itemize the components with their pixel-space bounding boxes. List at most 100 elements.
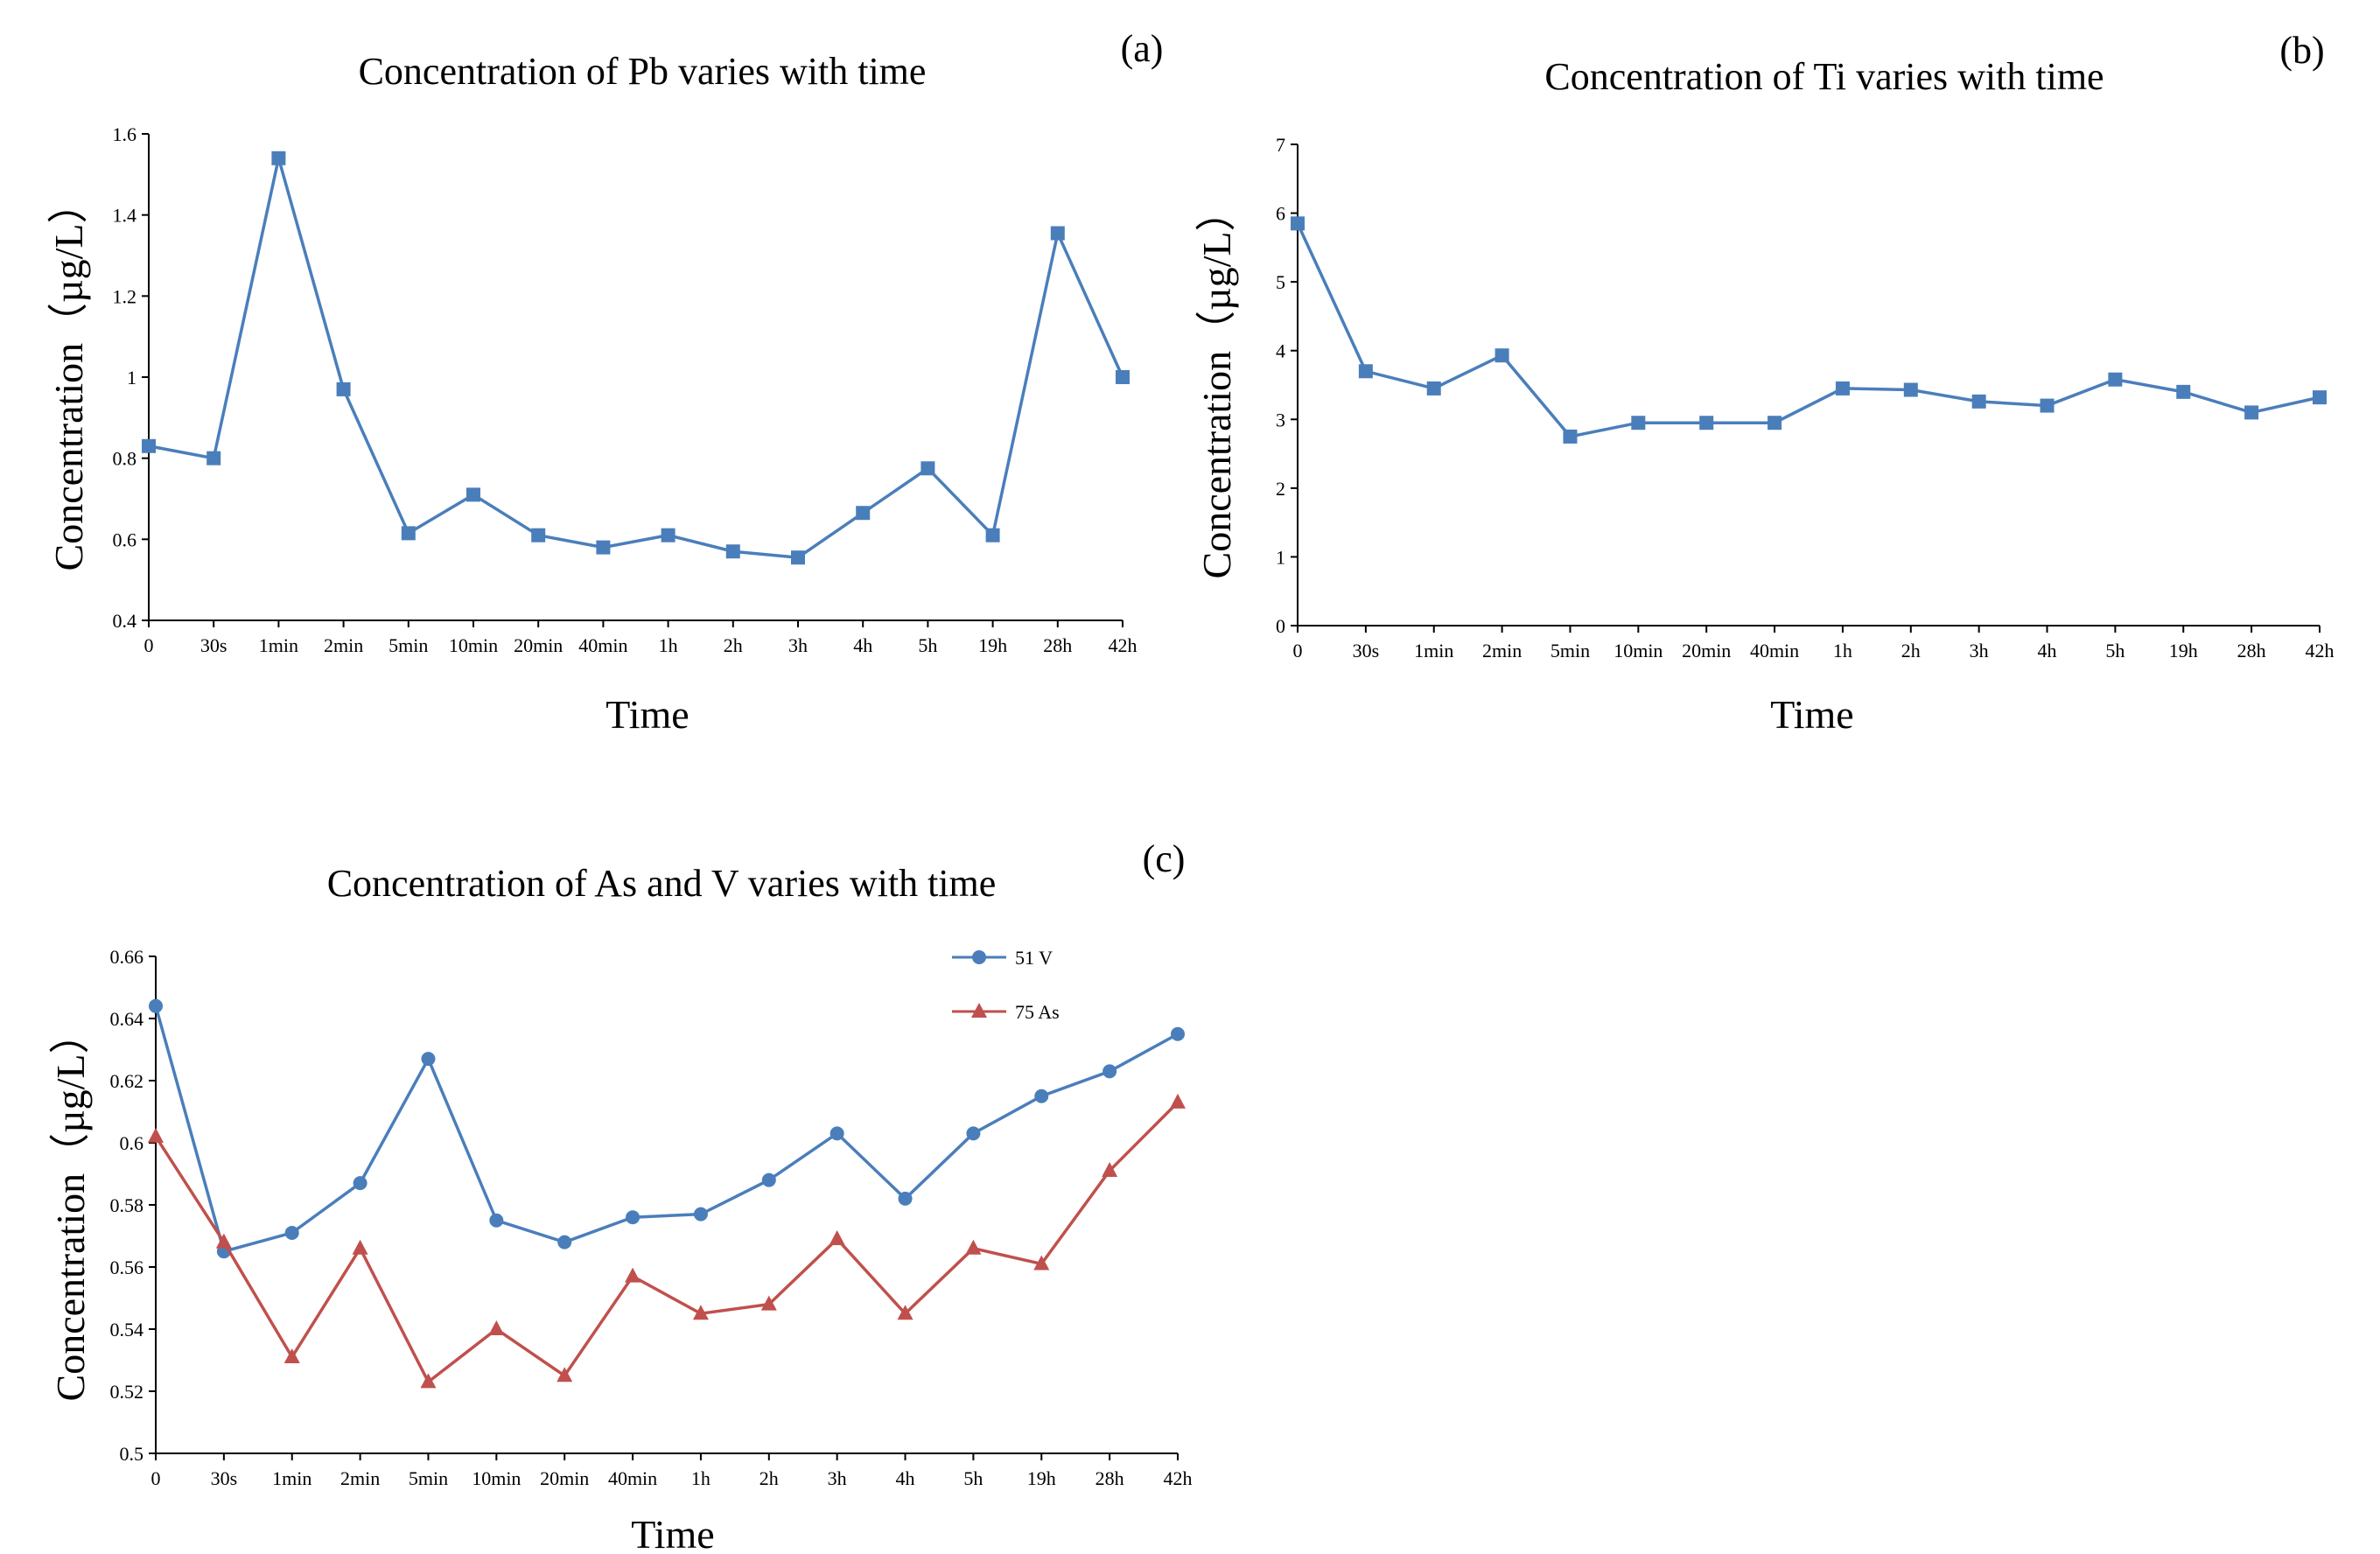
x-tick-label: 20min	[540, 1467, 589, 1489]
data-point	[2176, 384, 2191, 399]
data-point	[401, 526, 416, 541]
x-tick-label: 4h	[853, 634, 872, 656]
y-ticks: 0.5 0.52 0.54 0.56 0.58 0.6 0.62 0.64 0.66	[110, 946, 156, 1465]
data-point	[830, 1126, 844, 1141]
x-tick-label: 42h	[1109, 634, 1138, 656]
x-tick-label: 19h	[2169, 640, 2198, 662]
y-tick-label: 7	[1276, 134, 1285, 156]
x-tick-label: 2h	[724, 634, 743, 656]
data-point	[1170, 1093, 1186, 1109]
y-tick-label: 0.52	[110, 1381, 144, 1403]
data-point	[625, 1267, 641, 1283]
x-tick-label: 30s	[200, 634, 228, 656]
chart-panel-ti: Concentration of Ti varies with time (b)…	[1194, 29, 2334, 737]
y-axis-title: Concentration（µg/L）	[46, 184, 91, 571]
x-tick-label: 1h	[691, 1467, 710, 1489]
panel-label: (b)	[2279, 29, 2324, 72]
x-tick-label: 19h	[978, 634, 1007, 656]
data-point	[760, 1295, 777, 1311]
x-tick-label: 20min	[514, 634, 563, 656]
data-point	[215, 1233, 232, 1249]
x-tick-label: 10min	[449, 634, 498, 656]
data-point	[466, 487, 480, 502]
x-tick-label: 2min	[324, 634, 363, 656]
x-tick-label: 3h	[788, 634, 808, 656]
data-point	[985, 528, 1000, 542]
y-tick-label: 0.6	[113, 528, 137, 550]
data-point	[1971, 394, 1986, 409]
y-tick-label: 0.62	[110, 1070, 144, 1092]
y-tick-label: 0.54	[110, 1319, 144, 1340]
chart-panel-pb: Concentration of Pb varies with time (a)…	[46, 27, 1163, 737]
data-point	[761, 1172, 776, 1187]
x-tick-label: 5min	[1550, 640, 1590, 662]
data-point	[965, 1239, 982, 1255]
data-point	[1563, 429, 1578, 444]
x-tick-label: 5min	[388, 634, 428, 656]
y-tick-label: 0.4	[113, 610, 137, 632]
y-tick-label: 0.64	[110, 1008, 144, 1030]
x-tick-label: 4h	[896, 1467, 915, 1489]
data-point	[791, 550, 805, 565]
legend-marker	[972, 950, 986, 964]
data-point	[1102, 1161, 1118, 1177]
data-point	[2108, 372, 2123, 387]
data-point	[1034, 1088, 1049, 1103]
y-tick-label: 1.4	[113, 205, 137, 227]
x-ticks: 0 30s 1min 2min 5min 10min 20min 40min 1h 2h 3h 4h 5…	[151, 1453, 1193, 1489]
data-point	[1102, 1064, 1117, 1079]
x-tick-label: 3h	[828, 1467, 847, 1489]
y-tick-label: 5	[1276, 271, 1285, 293]
data-point	[897, 1305, 914, 1320]
data-point	[206, 451, 221, 466]
series-line	[148, 158, 1124, 559]
data-point	[531, 528, 546, 542]
x-tick-label: 5h	[963, 1467, 983, 1489]
y-tick-label: 1	[1276, 546, 1285, 568]
data-point	[489, 1213, 504, 1228]
x-tick-label: 19h	[1027, 1467, 1056, 1489]
y-tick-label: 0.8	[113, 448, 137, 470]
data-point	[898, 1191, 913, 1206]
x-tick-label: 40min	[608, 1467, 657, 1489]
data-point	[966, 1126, 981, 1141]
y-tick-label: 1	[127, 367, 136, 388]
y-tick-label: 1.6	[113, 123, 137, 145]
data-point	[1291, 216, 1305, 231]
legend: 51 V 75 As	[952, 947, 1060, 1023]
x-tick-label: 28h	[1096, 1467, 1124, 1489]
series-layer	[142, 150, 1130, 565]
x-tick-label: 40min	[1750, 640, 1799, 662]
y-tick-label: 0.56	[110, 1256, 144, 1278]
panel-label: (a)	[1121, 27, 1164, 70]
y-tick-label: 0.5	[120, 1443, 144, 1465]
x-tick-label: 0	[144, 634, 154, 656]
x-tick-label: 10min	[1614, 640, 1662, 662]
data-point	[284, 1225, 299, 1240]
x-tick-label: 42h	[2306, 640, 2334, 662]
data-point	[149, 998, 163, 1013]
panel-label: (c)	[1143, 837, 1186, 880]
y-tick-label: 0.6	[120, 1132, 144, 1154]
data-point	[596, 540, 611, 555]
x-tick-label: 1min	[259, 634, 298, 656]
data-point	[1494, 348, 1509, 363]
x-tick-label: 10min	[472, 1467, 521, 1489]
series-layer	[1291, 216, 2327, 444]
series-line	[1296, 222, 2320, 438]
series-layer	[148, 998, 1186, 1389]
y-axis-title: Concentration（µg/L）	[48, 1014, 93, 1402]
data-point	[1903, 382, 1918, 397]
data-point	[488, 1320, 505, 1335]
x-tick-label: 4h	[2038, 640, 2057, 662]
x-ticks: 0 30s 1min 2min 5min 10min 20min 40min 1h 2h 3h 4h 5…	[1293, 626, 2334, 662]
data-point	[920, 461, 935, 476]
data-point	[142, 438, 156, 453]
data-point	[271, 150, 286, 165]
x-tick-label: 3h	[1970, 640, 1989, 662]
data-point	[556, 1367, 573, 1382]
legend-label: 75 As	[1015, 1001, 1060, 1023]
x-tick-label: 0	[151, 1467, 161, 1489]
y-ticks: 0 1 2 3 4 5 6 7	[1276, 134, 1298, 637]
